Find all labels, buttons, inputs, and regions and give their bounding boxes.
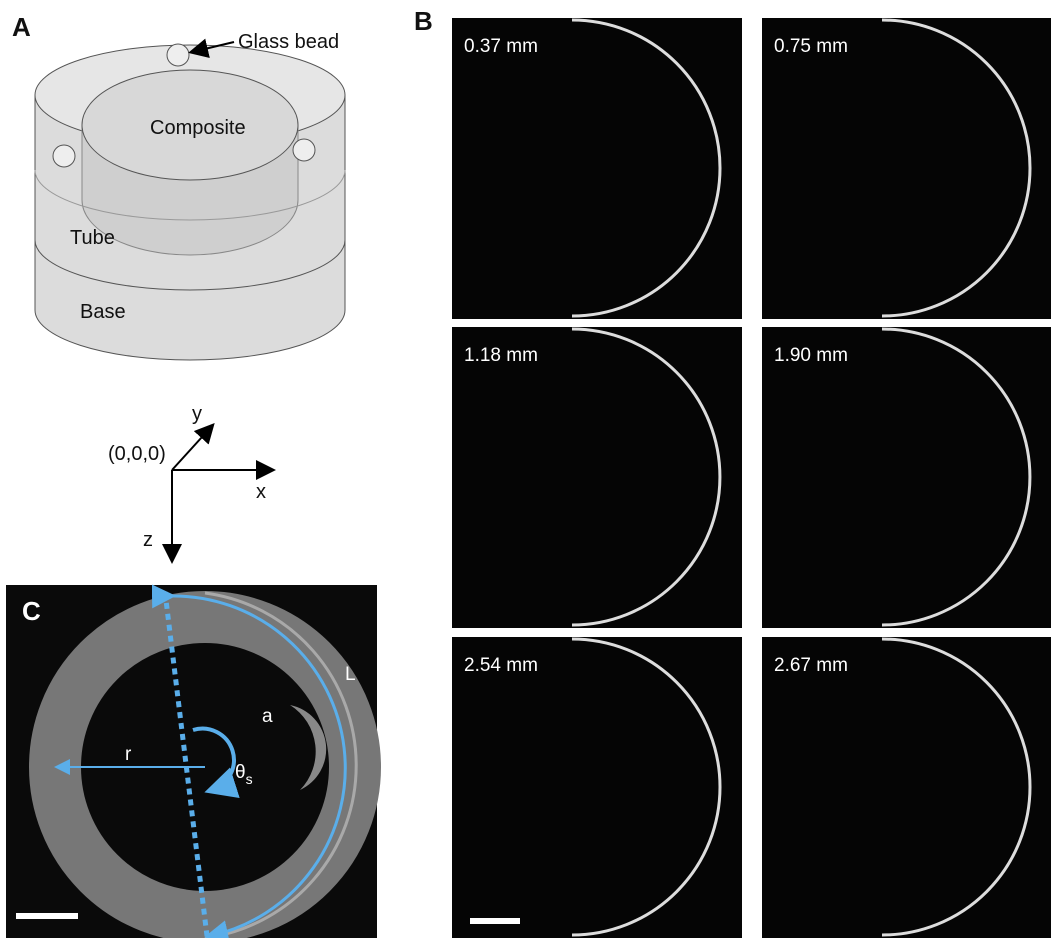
ct-image bbox=[6, 585, 377, 938]
slice-image bbox=[762, 18, 1051, 319]
angle-symbol: θ bbox=[235, 762, 246, 783]
slice-label: 1.90 mm bbox=[774, 345, 848, 366]
slice-label: 0.75 mm bbox=[774, 36, 848, 57]
panel-label: C bbox=[22, 596, 41, 626]
slice-label: 1.18 mm bbox=[464, 345, 538, 366]
scale-bar bbox=[470, 918, 520, 924]
slice-image bbox=[452, 18, 742, 319]
axis-label: y bbox=[192, 403, 202, 425]
callout: Tube bbox=[70, 227, 115, 249]
figure: A Glass bead Composite Tube Base (0,0,0)… bbox=[0, 0, 1051, 938]
callout: Base bbox=[80, 301, 126, 323]
slice-label: 0.37 mm bbox=[464, 36, 538, 57]
slice-image bbox=[452, 637, 742, 938]
axis-label: x bbox=[256, 481, 266, 503]
angle-subscript: s bbox=[246, 771, 253, 787]
arc-label: L bbox=[345, 664, 356, 685]
slice-label: 2.67 mm bbox=[774, 655, 848, 676]
slice-grid: 0.37 mm 0.75 mm 1.18 mm 1.90 mm 2.54 mm 2.67 … bbox=[452, 18, 1051, 938]
axis-label: z bbox=[143, 529, 153, 551]
origin-label: (0,0,0) bbox=[108, 443, 166, 465]
panel-label: B bbox=[414, 6, 433, 36]
slice-image bbox=[762, 327, 1051, 628]
panel-label: A bbox=[12, 12, 31, 42]
callout: Composite bbox=[150, 117, 246, 139]
callout: Glass bead bbox=[238, 31, 339, 53]
radius-label: r bbox=[125, 744, 132, 765]
slice-image bbox=[452, 327, 742, 628]
slice-label: 2.54 mm bbox=[464, 655, 538, 676]
slice-image bbox=[762, 637, 1051, 938]
feature-label: a bbox=[262, 706, 273, 727]
